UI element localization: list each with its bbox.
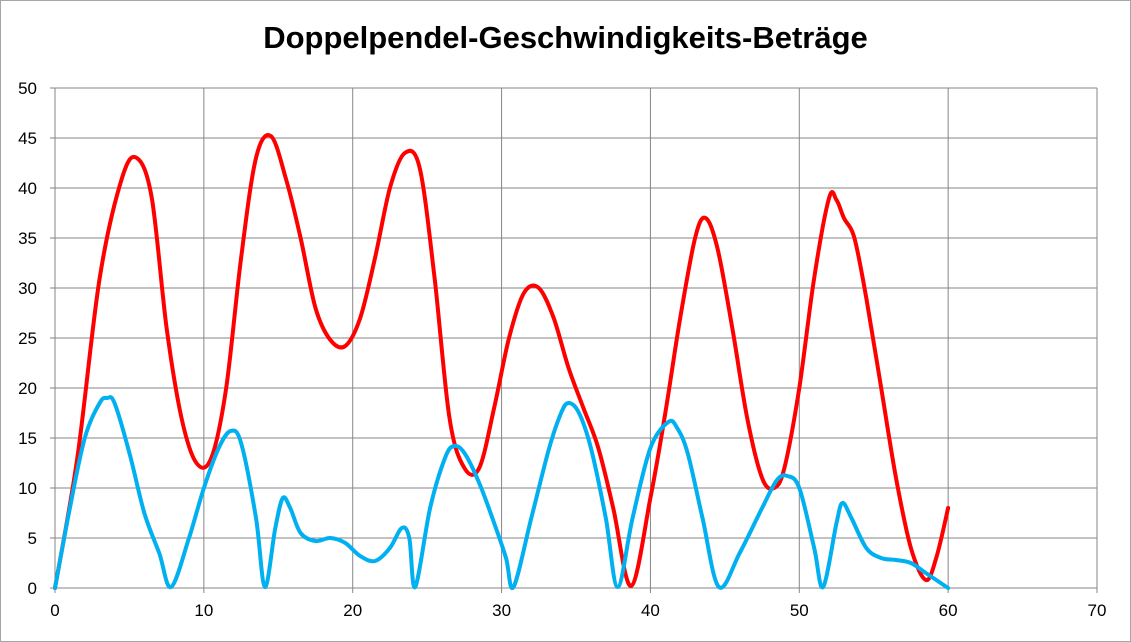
grid <box>55 87 1098 588</box>
series-group <box>53 133 951 591</box>
y-tick-label: 0 <box>28 579 37 598</box>
x-tick-label: 50 <box>790 601 809 620</box>
series-line-1 <box>53 133 951 590</box>
y-tick-label: 40 <box>18 179 37 198</box>
y-tick-label: 50 <box>18 79 37 98</box>
y-tick-label: 20 <box>18 379 37 398</box>
y-tick-label: 45 <box>18 129 37 148</box>
y-tick-label: 10 <box>18 479 37 498</box>
chart-title: Doppelpendel-Geschwindigkeits-Beträge <box>263 20 868 55</box>
x-axis-ticks: 0 10 20 30 40 50 60 70 <box>50 588 1106 620</box>
y-tick-label: 5 <box>28 529 37 548</box>
x-tick-label: 60 <box>939 601 958 620</box>
x-tick-label: 40 <box>641 601 660 620</box>
y-tick-label: 35 <box>18 229 37 248</box>
y-tick-label: 30 <box>18 279 37 298</box>
y-axis-ticks: 0 5 10 15 20 25 30 35 40 45 50 <box>18 79 55 598</box>
x-tick-label: 10 <box>194 601 213 620</box>
x-tick-label: 0 <box>50 601 59 620</box>
x-tick-label: 70 <box>1088 601 1107 620</box>
x-tick-label: 20 <box>343 601 362 620</box>
y-tick-label: 15 <box>18 429 37 448</box>
series-line-2 <box>53 395 951 591</box>
y-tick-label: 25 <box>18 329 37 348</box>
x-tick-label: 30 <box>492 601 511 620</box>
